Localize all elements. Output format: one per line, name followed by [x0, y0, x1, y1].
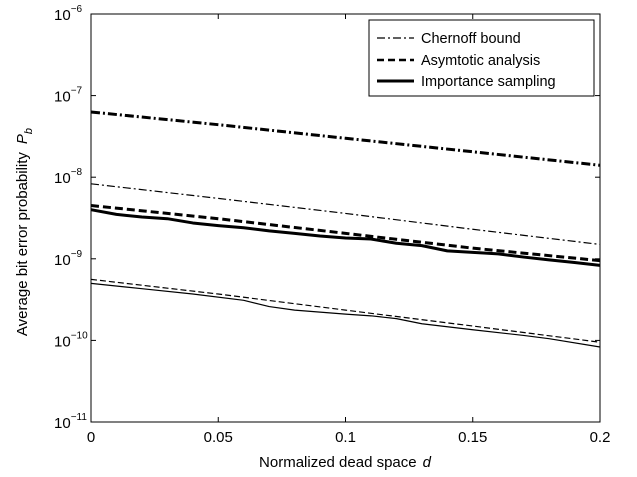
y-axis-subscript: b	[23, 128, 35, 134]
legend-label-importance: Importance sampling	[421, 74, 556, 90]
y-tick-label: 10−7	[54, 86, 83, 106]
x-tick-label: 0.15	[458, 429, 487, 446]
series-layer	[90, 110, 601, 348]
series-line-solid-thin	[90, 282, 601, 348]
x-axis-label-text: Normalized dead space	[259, 454, 417, 471]
legend-label-chernoff: Chernoff bound	[421, 31, 521, 47]
plot-frame	[90, 13, 601, 423]
x-axis-label: Normalized dead space d	[259, 454, 432, 471]
y-tick-label: 10−6	[54, 4, 83, 24]
x-tick-label: 0.1	[335, 429, 356, 446]
legend-box	[368, 19, 595, 97]
legend-label-asymptotic: Asymtotic analysis	[421, 53, 540, 69]
x-axis-symbol: d	[423, 454, 432, 471]
x-tick-label: 0.2	[590, 429, 611, 446]
y-tick-label: 10−8	[54, 167, 83, 187]
series-line-solid-thick	[90, 208, 601, 267]
series-line-dashdot-thick	[90, 110, 601, 167]
series-line-dashed-thin	[90, 278, 601, 343]
y-tick-label: 10−11	[54, 412, 87, 432]
series-line-dashed-thick	[90, 204, 601, 263]
tick-layer: 0 0.05 0.1 0.15 0.2 10−11 10−10 10−9 10−8 10−7 10−…	[54, 4, 610, 446]
y-axis-symbol: P	[14, 134, 31, 144]
y-tick-label: 10−10	[54, 330, 88, 350]
y-tick-label: 10−9	[54, 249, 83, 269]
series-line-dashdot-thin	[90, 183, 601, 246]
x-tick-label: 0	[87, 429, 95, 446]
y-axis-label: Average bit error probability Pb	[14, 128, 35, 336]
legend: Chernoff bound Asymtotic analysis Import…	[368, 19, 595, 97]
y-axis-label-text: Average bit error probability	[14, 152, 31, 336]
svg-text:Average bit error probabilityP: Average bit error probability Pb	[14, 128, 35, 336]
x-tick-label: 0.05	[204, 429, 233, 446]
